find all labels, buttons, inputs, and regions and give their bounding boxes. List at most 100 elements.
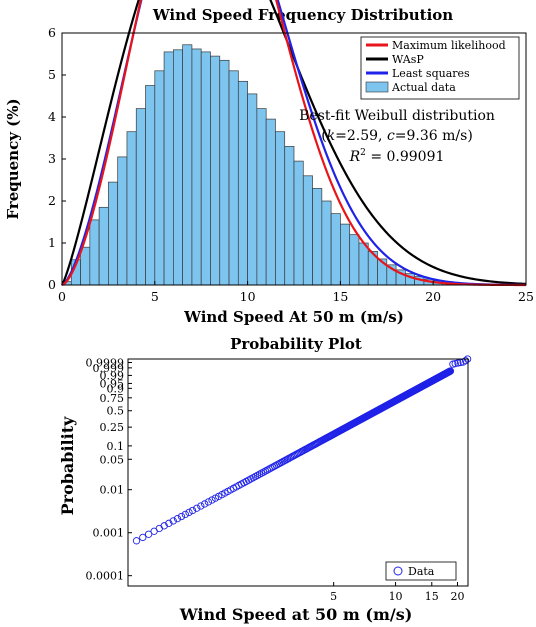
- data-point: [193, 504, 201, 512]
- histogram-bar: [98, 206, 109, 286]
- data-point: [451, 359, 459, 368]
- data-point: [257, 469, 266, 477]
- histogram-bar: [210, 55, 221, 286]
- y-tick-label: 1: [48, 235, 56, 250]
- histogram-bar: [330, 213, 341, 286]
- histogram-bar: [108, 181, 119, 286]
- chart1-ticks: 0 5 10 15 20 25 0 1 2 3 4 5 6: [48, 25, 534, 304]
- data-point: [461, 357, 470, 365]
- legend-label-wasp: WAsP: [392, 53, 424, 66]
- y-tick-label: 0: [48, 277, 56, 292]
- data-point: [177, 512, 186, 521]
- histogram-bar: [163, 51, 174, 286]
- chart2-ticks: 5 10 15 20 0.0001 0.001 0.01 0.050.1 0.25 0.50.75…: [86, 356, 465, 603]
- histogram-bar: [358, 242, 369, 286]
- histogram-bar: [237, 80, 248, 286]
- chart2-axes-frame: [127, 358, 469, 587]
- data-point: [155, 524, 163, 533]
- chart1-title: Wind Speed Frequency Distribution: [152, 6, 453, 24]
- y-tick-label: 0.01: [100, 484, 125, 497]
- y-tick-label: 3: [48, 151, 56, 166]
- legend-label-ls: Least squares: [392, 67, 470, 80]
- data-point: [446, 367, 455, 375]
- y-tick-label: 0.99: [100, 369, 125, 382]
- histogram-bar: [284, 146, 295, 286]
- data-point: [165, 519, 173, 527]
- legend2-box: [385, 561, 457, 581]
- annotation-line2: (k=2.59, c=9.36 m/s): [321, 128, 473, 144]
- histogram-bar: [191, 48, 202, 286]
- histogram-bar: [200, 51, 211, 286]
- data-point: [454, 359, 462, 367]
- chart2-legend: Data: [385, 561, 457, 581]
- data-point: [169, 517, 177, 525]
- x-tick-label: 15: [425, 590, 439, 603]
- histogram-bar: [321, 200, 332, 286]
- y-tick-label: 5: [48, 67, 56, 82]
- histogram-bar: [219, 59, 230, 286]
- histogram-bar: [302, 175, 313, 286]
- histogram-chart: Wind Speed Frequency Distribution 0 5 10 15…: [4, 0, 534, 326]
- y-tick-label: 0.999: [93, 362, 125, 375]
- x-tick-label: 25: [518, 289, 534, 304]
- histogram-bar: [173, 49, 183, 286]
- data-point: [132, 537, 141, 545]
- chart1-ylabel: Frequency (%): [4, 98, 22, 219]
- x-tick-label: 10: [240, 289, 256, 304]
- data-point: [185, 508, 193, 517]
- data-point: [181, 510, 189, 519]
- y-tick-label: 0.1: [107, 440, 125, 453]
- legend-label-ml: Maximum likelihood: [392, 39, 506, 52]
- annotation-line1: Best-fit Weibull distribution: [299, 108, 495, 124]
- y-tick-label: 0.0001: [86, 570, 125, 583]
- x-tick-label: 20: [425, 289, 441, 304]
- histogram-bar: [228, 70, 239, 286]
- x-tick-label: 20: [450, 590, 464, 603]
- histogram-bar: [247, 93, 258, 286]
- histogram-bar: [145, 85, 156, 286]
- y-tick-label: 0.5: [107, 405, 125, 418]
- histogram-bar: [293, 160, 304, 286]
- y-tick-label: 4: [48, 109, 56, 124]
- x-tick-label: 10: [389, 590, 403, 603]
- chart2-xlabel: Wind Speed at 50 m (m/s): [179, 605, 413, 624]
- legend-label-actual: Actual data: [391, 81, 456, 94]
- histogram-bar: [312, 188, 323, 286]
- histogram-bar: [117, 156, 128, 286]
- data-point: [197, 502, 205, 510]
- data-point: [263, 466, 272, 474]
- probability-points: [132, 355, 472, 545]
- fit-annotation: Best-fit Weibull distribution (k=2.59, c…: [299, 108, 495, 165]
- y-tick-label: 6: [48, 25, 56, 40]
- data-point: [144, 530, 153, 538]
- histogram-bar: [340, 223, 351, 286]
- histogram-bar: [135, 108, 146, 286]
- y-tick-label: 0.25: [100, 421, 125, 434]
- y-tick-label: 0.9999: [86, 356, 125, 369]
- data-point: [208, 496, 216, 504]
- histogram-bar: [89, 219, 100, 286]
- chart2-title: Probability Plot: [230, 335, 362, 353]
- fit-curve-maximum-likelihood: [61, 0, 526, 287]
- histogram-bar: [265, 118, 276, 286]
- y-tick-label: 0.9: [107, 382, 125, 395]
- x-tick-label: 5: [151, 289, 159, 304]
- data-point: [173, 515, 182, 523]
- x-tick-label: 5: [330, 590, 337, 603]
- legend2-marker: [393, 566, 403, 576]
- chart1-xlabel: Wind Speed At 50 m (m/s): [183, 308, 404, 326]
- y-tick-label: 0.001: [93, 527, 125, 540]
- x-tick-label: 0: [58, 289, 66, 304]
- histogram-bar: [126, 131, 137, 286]
- y-tick-label: 0.75: [100, 392, 125, 405]
- probability-plot-chart: Probability Plot 5 10 15 20 0.0001 0.001 0.01 0…: [58, 335, 472, 624]
- histogram-bar: [275, 131, 286, 286]
- legend-swatch-actual: [365, 81, 389, 93]
- chart1-legend: Maximum likelihood WAsP Least squares Ac…: [360, 36, 520, 100]
- data-point: [204, 498, 213, 506]
- data-point: [255, 470, 264, 478]
- data-point: [139, 533, 147, 542]
- histogram-bar: [80, 246, 91, 286]
- annotation-line3: R2 = 0.99091: [349, 148, 445, 165]
- data-point: [259, 468, 268, 476]
